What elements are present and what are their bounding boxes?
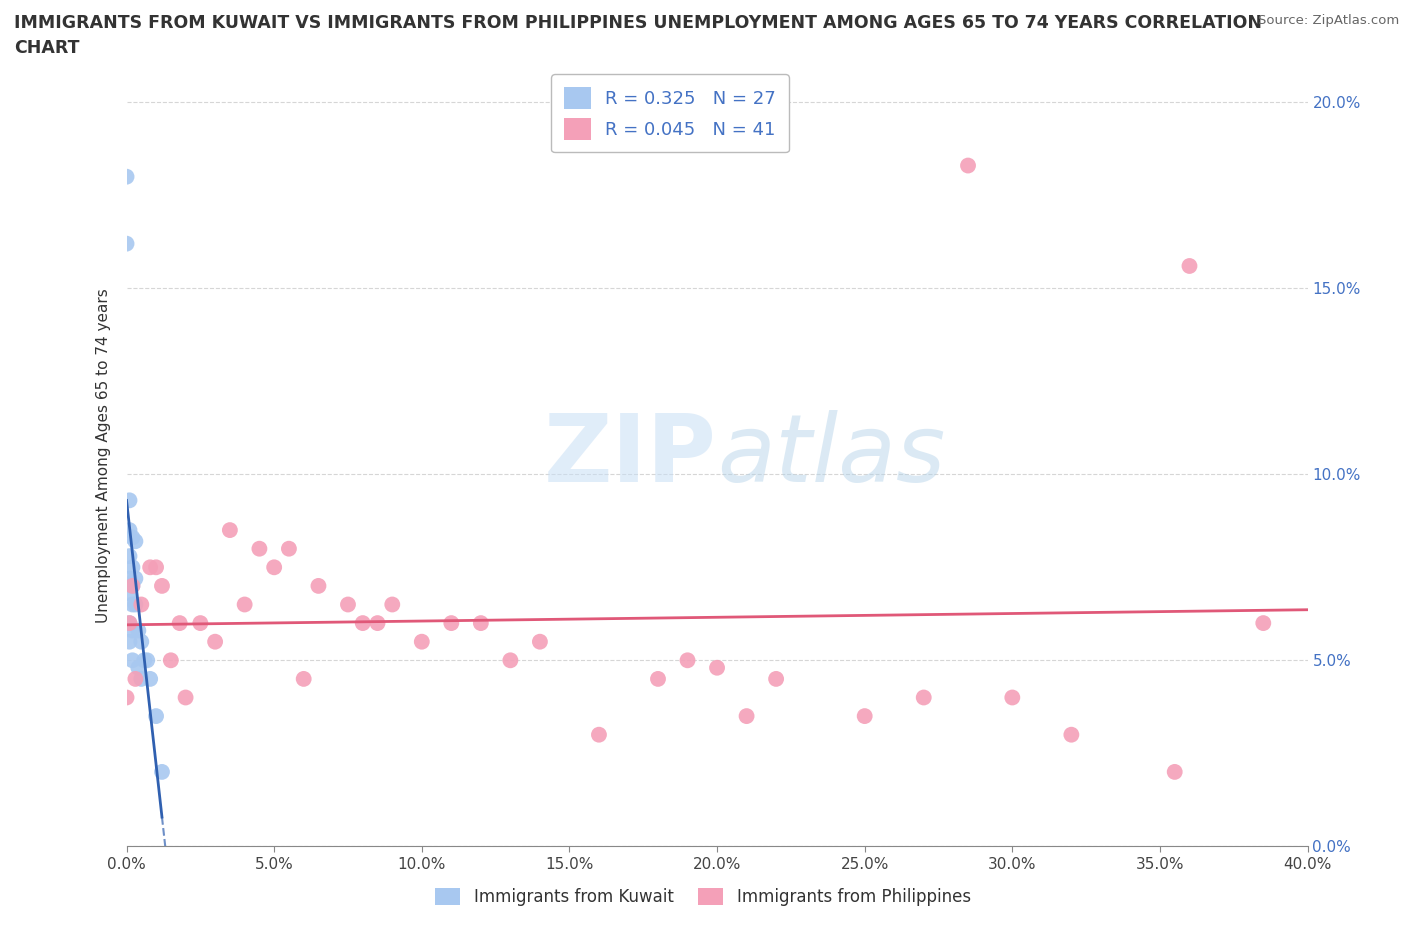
Point bbox=[912, 690, 935, 705]
Point bbox=[121, 578, 143, 593]
Point bbox=[121, 530, 143, 545]
Point bbox=[124, 534, 146, 549]
Point bbox=[529, 634, 551, 649]
Point bbox=[1001, 690, 1024, 705]
Point bbox=[249, 541, 271, 556]
Point bbox=[118, 549, 141, 564]
Point bbox=[735, 709, 758, 724]
Point bbox=[118, 571, 141, 586]
Point bbox=[470, 616, 492, 631]
Text: CHART: CHART bbox=[14, 39, 80, 57]
Point bbox=[118, 634, 141, 649]
Point bbox=[233, 597, 256, 612]
Point bbox=[588, 727, 610, 742]
Point bbox=[337, 597, 360, 612]
Point bbox=[139, 671, 162, 686]
Point bbox=[278, 541, 301, 556]
Point bbox=[647, 671, 669, 686]
Point bbox=[853, 709, 876, 724]
Point bbox=[118, 523, 141, 538]
Text: atlas: atlas bbox=[717, 410, 945, 501]
Point bbox=[219, 523, 242, 538]
Point bbox=[121, 597, 143, 612]
Point bbox=[1060, 727, 1083, 742]
Point bbox=[381, 597, 404, 612]
Point bbox=[124, 597, 146, 612]
Point bbox=[118, 493, 141, 508]
Point bbox=[352, 616, 374, 631]
Point bbox=[1253, 616, 1275, 631]
Point bbox=[115, 690, 138, 705]
Point bbox=[134, 653, 156, 668]
Point bbox=[129, 597, 153, 612]
Point bbox=[292, 671, 315, 686]
Legend: Immigrants from Kuwait, Immigrants from Philippines: Immigrants from Kuwait, Immigrants from … bbox=[429, 881, 977, 912]
Point bbox=[411, 634, 433, 649]
Text: ZIP: ZIP bbox=[544, 410, 717, 501]
Point bbox=[956, 158, 979, 173]
Point bbox=[263, 560, 285, 575]
Point bbox=[676, 653, 699, 668]
Point bbox=[124, 571, 146, 586]
Point bbox=[145, 560, 167, 575]
Point bbox=[118, 616, 141, 631]
Point bbox=[150, 764, 173, 779]
Legend: R = 0.325   N = 27, R = 0.045   N = 41: R = 0.325 N = 27, R = 0.045 N = 41 bbox=[551, 74, 789, 153]
Point bbox=[124, 671, 146, 686]
Point bbox=[129, 671, 153, 686]
Point bbox=[1178, 259, 1201, 273]
Point bbox=[174, 690, 197, 705]
Point bbox=[169, 616, 191, 631]
Point bbox=[188, 616, 212, 631]
Point bbox=[121, 578, 143, 593]
Text: IMMIGRANTS FROM KUWAIT VS IMMIGRANTS FROM PHILIPPINES UNEMPLOYMENT AMONG AGES 65: IMMIGRANTS FROM KUWAIT VS IMMIGRANTS FRO… bbox=[14, 14, 1263, 32]
Point bbox=[499, 653, 522, 668]
Point bbox=[127, 660, 149, 675]
Point bbox=[118, 586, 141, 601]
Point bbox=[1164, 764, 1187, 779]
Point bbox=[115, 169, 138, 184]
Point bbox=[115, 236, 138, 251]
Point bbox=[121, 653, 143, 668]
Point bbox=[308, 578, 330, 593]
Point bbox=[145, 709, 167, 724]
Point bbox=[150, 578, 173, 593]
Y-axis label: Unemployment Among Ages 65 to 74 years: Unemployment Among Ages 65 to 74 years bbox=[96, 288, 111, 623]
Point bbox=[204, 634, 226, 649]
Point bbox=[118, 616, 141, 631]
Point bbox=[765, 671, 787, 686]
Point bbox=[127, 623, 149, 638]
Point bbox=[367, 616, 389, 631]
Point bbox=[129, 634, 153, 649]
Point bbox=[136, 653, 159, 668]
Point bbox=[121, 623, 143, 638]
Point bbox=[139, 560, 162, 575]
Text: Source: ZipAtlas.com: Source: ZipAtlas.com bbox=[1258, 14, 1399, 27]
Point bbox=[160, 653, 183, 668]
Point bbox=[706, 660, 728, 675]
Point bbox=[440, 616, 463, 631]
Point bbox=[121, 560, 143, 575]
